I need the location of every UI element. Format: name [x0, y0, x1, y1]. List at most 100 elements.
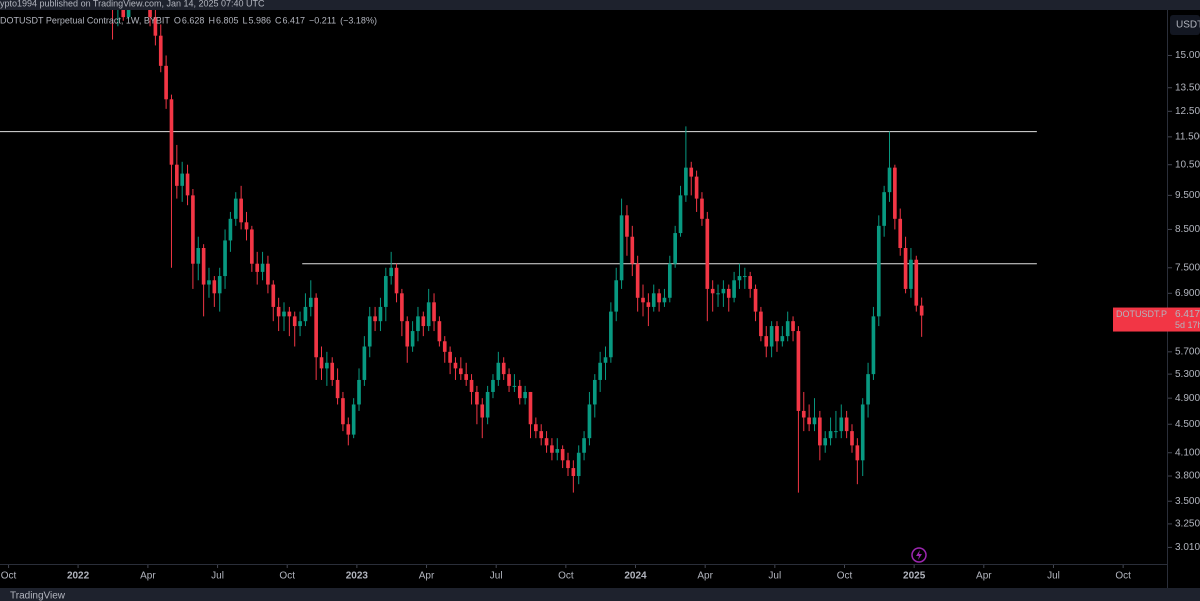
candle-body: [855, 445, 860, 461]
candle-body: [491, 379, 495, 392]
candle-body: [175, 164, 179, 186]
candle-body: [475, 391, 479, 405]
y-tick-label: 5.300: [1175, 369, 1200, 380]
x-tick-label: Apr: [419, 571, 435, 582]
y-tick-label: 4.900: [1175, 393, 1200, 404]
candle-body: [325, 362, 329, 369]
candle-body: [592, 379, 597, 405]
candle-body: [469, 379, 474, 392]
candle-body: [416, 316, 420, 332]
candle-body: [694, 176, 699, 199]
candle-body: [726, 288, 731, 298]
legend-field-value: 6.417: [283, 15, 306, 25]
candle-body: [737, 276, 742, 281]
price-tag-countdown: 5d 17h: [1175, 320, 1200, 330]
candle-body: [121, 10, 126, 18]
candle-body: [716, 293, 720, 295]
currency-box: [1170, 15, 1200, 35]
x-tick-label: Oct: [1, 571, 17, 582]
legend-change: −0.211: [309, 15, 336, 25]
legend-field-value: 6.628: [182, 15, 205, 25]
candle-body: [812, 417, 817, 425]
candle-body: [560, 449, 565, 461]
header-bar: [0, 0, 1200, 10]
candle-body: [298, 321, 302, 327]
x-tick-label: Jul: [211, 571, 224, 582]
candle-body: [850, 431, 854, 446]
legend-title: DOTUSDT Perpetual Contract, 1W, BYBIT: [0, 15, 170, 25]
candle-body: [378, 306, 383, 322]
candle-body: [534, 424, 538, 432]
candle-body: [158, 35, 163, 66]
candle-body: [448, 351, 452, 363]
alert-icon: [911, 547, 927, 563]
candle-body: [909, 259, 913, 289]
candle-body: [673, 233, 677, 264]
footer-brand: TradingView: [10, 591, 66, 601]
candle-body: [335, 379, 340, 399]
candle-body: [442, 341, 447, 352]
candle-body: [453, 362, 458, 369]
candle-body: [630, 236, 635, 264]
candle-body: [834, 431, 838, 433]
candle-body: [164, 65, 168, 100]
footer-bar: [0, 588, 1200, 601]
x-tick-label: Apr: [976, 571, 992, 582]
y-tick-label: 3.250: [1175, 519, 1200, 530]
candle-body: [233, 198, 238, 219]
candle-body: [775, 326, 779, 342]
candle-body: [876, 225, 881, 317]
y-tick-label: 9.500: [1175, 190, 1200, 201]
candle-body: [207, 280, 211, 285]
legend-field-label: C: [275, 15, 282, 25]
candle-body: [512, 385, 517, 387]
candle-body: [228, 218, 233, 241]
plot: [0, 10, 1037, 493]
candle-body: [341, 398, 345, 425]
candle-body: [635, 263, 640, 298]
candle-body: [169, 99, 174, 165]
candle-body: [678, 195, 683, 234]
candle-body: [705, 218, 710, 289]
candle-body: [893, 167, 897, 219]
candle-body: [314, 297, 318, 358]
candle-body: [464, 374, 469, 380]
candle-body: [373, 316, 377, 322]
candle-body: [609, 311, 613, 358]
candle-body: [276, 306, 281, 317]
candle-body: [517, 385, 522, 399]
candle-body: [791, 321, 795, 332]
y-tick-label: 10.500: [1175, 159, 1200, 170]
candle-body: [667, 263, 672, 298]
candle-body: [807, 417, 811, 425]
candle-body: [887, 167, 892, 193]
candle-body: [287, 311, 292, 317]
x-tick-label: 2023: [346, 571, 369, 582]
candle-body: [598, 362, 602, 380]
x-tick-label: Jul: [768, 571, 781, 582]
legend-change-pct: (−3.18%): [340, 15, 377, 25]
candle-body: [684, 167, 688, 196]
x-tick-label: Jul: [1047, 571, 1060, 582]
candle-body: [244, 222, 249, 230]
candle-body: [528, 391, 533, 425]
candle-body: [914, 259, 919, 306]
candle-body: [539, 431, 544, 439]
candle-body: [748, 276, 753, 289]
candle-body: [180, 173, 185, 186]
header-text: ypto1994 published on TradingView.com, J…: [0, 0, 265, 8]
candle-body: [271, 284, 276, 307]
candle-body: [823, 438, 828, 446]
y-tick-label: 6.900: [1175, 288, 1200, 299]
legend-field-value: 6.805: [216, 15, 239, 25]
x-tick-label: 2022: [67, 571, 90, 582]
candle-body: [555, 449, 560, 453]
candle-body: [743, 276, 747, 278]
candle-body: [459, 368, 463, 375]
candle-body: [191, 195, 195, 264]
legend-field-label: H: [208, 15, 215, 25]
candle-body: [255, 263, 260, 272]
candle-body: [480, 404, 485, 418]
candle-body: [201, 248, 206, 285]
candle-body: [250, 229, 254, 264]
